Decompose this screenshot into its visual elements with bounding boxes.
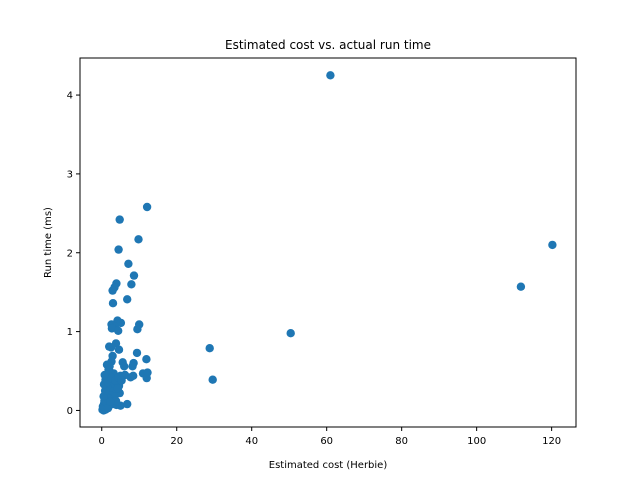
data-point-31 — [142, 355, 151, 364]
y-axis-label: Run time (ms) — [43, 207, 54, 278]
data-point-94 — [103, 403, 113, 413]
data-point-6 — [142, 202, 152, 212]
data-point-23 — [114, 326, 123, 335]
y-tick-label-1: 1 — [67, 327, 73, 338]
x-tick-label-6: 120 — [542, 436, 561, 447]
data-point-9 — [114, 245, 123, 254]
x-tick-label-0: 0 — [99, 436, 105, 447]
data-points — [98, 71, 557, 415]
data-point-1 — [548, 240, 557, 250]
x-tick-label-4: 80 — [395, 436, 408, 447]
data-point-30 — [132, 348, 142, 358]
data-point-86 — [105, 362, 114, 371]
data-point-11 — [129, 271, 139, 280]
y-axis: 0 1 2 3 4 — [67, 91, 80, 417]
plot-frame — [79, 57, 577, 428]
data-point-0 — [326, 71, 335, 80]
data-point-25 — [133, 325, 142, 334]
data-point-2 — [516, 282, 526, 291]
x-tick-label-2: 40 — [245, 436, 258, 447]
data-point-3 — [286, 329, 295, 338]
data-point-10 — [124, 259, 133, 268]
data-point-17 — [108, 299, 118, 308]
data-point-93 — [117, 376, 126, 385]
y-tick-label-4: 4 — [67, 91, 73, 102]
data-point-43 — [129, 371, 138, 380]
data-point-41 — [142, 373, 151, 383]
data-point-95 — [106, 397, 115, 406]
data-point-70 — [123, 399, 132, 409]
data-point-90 — [113, 384, 123, 393]
data-point-28 — [106, 343, 116, 352]
data-point-7 — [115, 215, 124, 224]
data-point-37 — [120, 362, 129, 371]
data-point-5 — [208, 375, 217, 384]
data-point-38 — [128, 362, 137, 371]
x-tick-label-5: 100 — [467, 436, 486, 447]
y-tick-label-3: 3 — [67, 169, 73, 180]
data-point-8 — [134, 235, 143, 244]
chart-title: Estimated cost vs. actual run time — [225, 38, 431, 52]
x-tick-label-3: 60 — [320, 436, 333, 447]
data-point-4 — [205, 344, 214, 353]
x-tick-label-1: 20 — [170, 436, 183, 447]
data-point-22 — [107, 324, 117, 333]
x-axis-label: Estimated cost (Herbie) — [269, 460, 388, 471]
y-tick-label-0: 0 — [67, 406, 73, 417]
data-point-14 — [108, 286, 117, 295]
y-tick-label-2: 2 — [67, 248, 73, 259]
data-point-29 — [114, 345, 124, 354]
x-axis: 0 20 40 60 80 100 120 — [99, 427, 561, 447]
data-point-81 — [100, 386, 110, 395]
data-point-16 — [123, 295, 132, 304]
data-point-15 — [127, 280, 136, 289]
